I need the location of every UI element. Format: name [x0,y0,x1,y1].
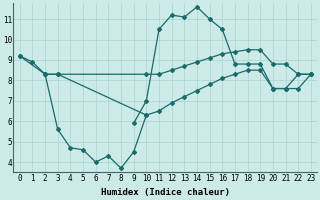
X-axis label: Humidex (Indice chaleur): Humidex (Indice chaleur) [101,188,230,197]
